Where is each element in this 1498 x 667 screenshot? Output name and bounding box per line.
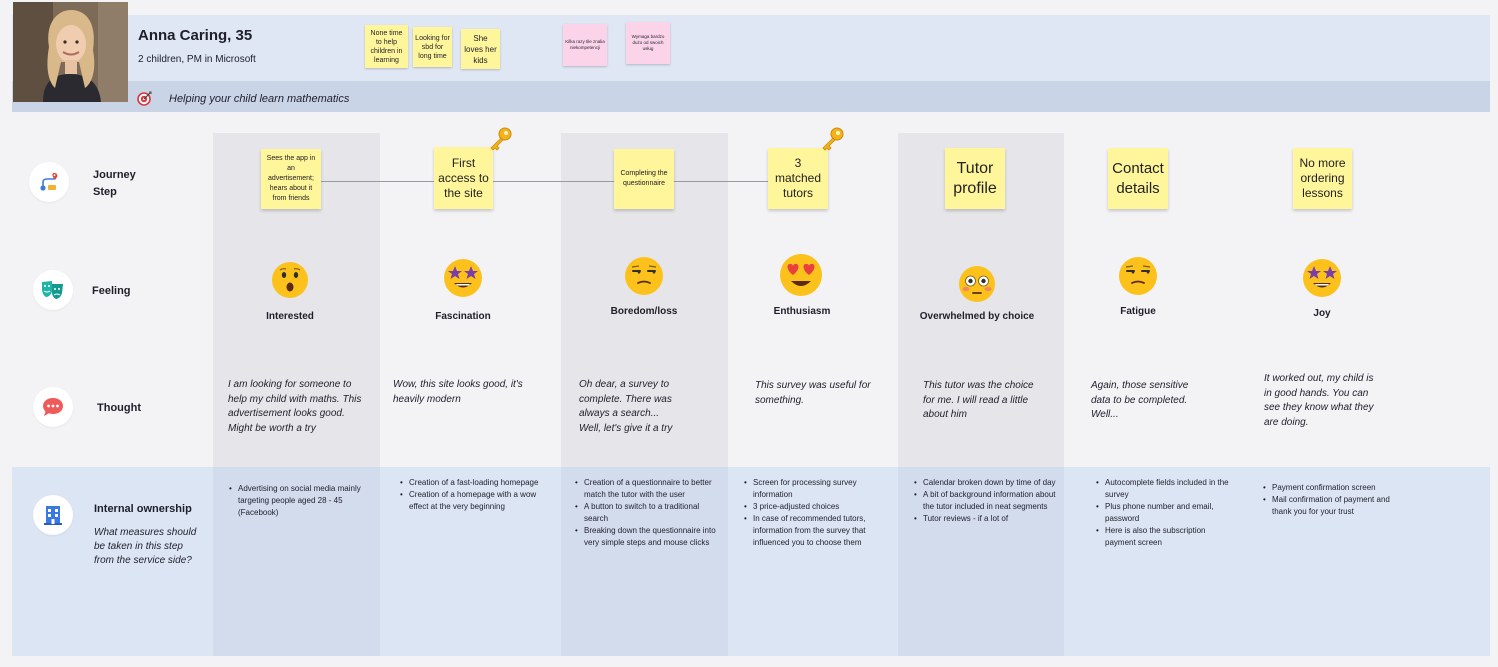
speech-bubble-icon [43, 398, 63, 416]
feeling-value: Fascination [435, 311, 491, 322]
ownership-list: Screen for processing survey information… [743, 477, 888, 549]
ownership-item: Creation of a questionnaire to better ma… [574, 477, 719, 501]
ownership-item: Creation of a homepage with a wow effect… [399, 489, 544, 513]
internal-ownership-subtitle: What measures should be taken in this st… [94, 527, 197, 566]
journey-step-note[interactable]: Sees the app in an advertisement; hears … [261, 149, 321, 209]
ownership-item: Screen for processing survey information [743, 477, 888, 501]
ownership-list: Autocomplete fields included in the surv… [1095, 477, 1235, 549]
journey-row-icon [29, 162, 69, 202]
ownership-item: Mail confirmation of payment and thank y… [1262, 494, 1402, 518]
ownership-item: Calendar broken down by time of day [913, 477, 1058, 489]
persona-note[interactable]: None time to help children in learning [365, 25, 408, 68]
feeling-row-icon [33, 270, 73, 310]
persona-note[interactable]: Wymaga bardzo dużo od swoich usług [626, 22, 670, 64]
persona-photo [13, 2, 128, 102]
thought-text: I am looking for someone to help my chil… [228, 379, 362, 434]
ownership-list: Creation of a questionnaire to better ma… [574, 477, 719, 549]
feeling-value: Joy [1313, 308, 1331, 319]
persona-note[interactable]: Kilka razy tile znalia niekompetencji [563, 24, 607, 66]
ownership-item: Tutor reviews - if a lot of [913, 513, 1058, 525]
feeling-value: Boredom/loss [610, 306, 678, 317]
thought-text: This survey was useful for something. [755, 380, 871, 406]
persona-goal: Helping your child learn mathematics [169, 93, 350, 105]
ownership-item: A button to switch to a traditional sear… [574, 501, 719, 525]
thought-text: Wow, this site looks good, it's heavily … [393, 379, 523, 405]
persona-band [12, 15, 1490, 81]
persona-description: 2 children, PM in Microsoft [138, 54, 256, 65]
ownership-item: Here is also the subscription payment sc… [1095, 525, 1235, 549]
ownership-list: Payment confirmation screen Mail confirm… [1262, 482, 1402, 518]
thought-text: This tutor was the choice for me. I will… [923, 380, 1034, 420]
persona-note[interactable]: She loves her kids [461, 29, 500, 69]
journey-step-note[interactable]: First access to the site [434, 147, 493, 209]
ownership-list: Calendar broken down by time of day A bi… [913, 477, 1058, 525]
thought-text: Again, those sensitive data to be comple… [1091, 380, 1189, 420]
ownership-row-icon [33, 495, 73, 535]
feeling-value: Interested [266, 311, 314, 322]
journey-step-note[interactable]: Completing the questionnaire [614, 149, 674, 209]
ownership-item: Payment confirmation screen [1262, 482, 1402, 494]
key-icon [819, 126, 845, 152]
journey-step-note[interactable]: No more ordering lessons [1293, 148, 1352, 209]
ownership-item: A bit of background information about th… [913, 489, 1058, 513]
internal-ownership-label: Internal ownership [94, 503, 192, 515]
star-struck-face-icon [1302, 258, 1341, 297]
target-icon [137, 91, 152, 106]
ownership-item: Breaking down the questionnaire into ver… [574, 525, 719, 549]
unamused-face-icon [624, 256, 663, 295]
feeling-value: Enthusiasm [773, 306, 831, 317]
ownership-item: Autocomplete fields included in the surv… [1095, 477, 1235, 501]
key-icon [487, 126, 513, 152]
ownership-item: Creation of a fast-loading homepage [399, 477, 544, 489]
journey-step-note[interactable]: Contact details [1108, 148, 1168, 209]
theater-masks-icon [42, 281, 63, 299]
star-struck-face-icon [443, 258, 482, 297]
unamused-face-icon [1118, 256, 1157, 295]
journey-step-note[interactable]: Tutor profile [945, 148, 1005, 209]
thought-text: It worked out, my child is in good hands… [1264, 373, 1374, 428]
flushed-face-icon [958, 265, 996, 303]
heart-eyes-face-icon [779, 253, 823, 297]
thought-label: Thought [97, 402, 141, 414]
ownership-list: Advertising on social media mainly targe… [228, 483, 368, 519]
persona-note[interactable]: Looking for sbd for long time [413, 27, 452, 67]
feeling-value: Overwhelmed by choice [919, 311, 1035, 322]
ownership-list: Creation of a fast-loading homepage Crea… [399, 477, 544, 513]
persona-name: Anna Caring, 35 [138, 27, 253, 44]
ownership-item: 3 price-adjusted choices [743, 501, 888, 513]
thought-row-icon [33, 387, 73, 427]
route-icon [40, 173, 58, 191]
thought-text: Oh dear, a survey to complete. There was… [579, 379, 673, 434]
ownership-item: Plus phone number and email, password [1095, 501, 1235, 525]
journey-step-label: Journey Step [93, 169, 136, 198]
feeling-value: Fatigue [1120, 306, 1156, 317]
feeling-label: Feeling [92, 285, 131, 297]
building-icon [44, 506, 62, 525]
ownership-item: Advertising on social media mainly targe… [228, 483, 368, 519]
surprised-face-icon [271, 261, 309, 299]
journey-step-note[interactable]: 3 matched tutors [768, 148, 828, 209]
journey-connector-line [300, 181, 780, 182]
ownership-item: In case of recommended tutors, informati… [743, 513, 888, 549]
goal-band [12, 81, 1490, 112]
